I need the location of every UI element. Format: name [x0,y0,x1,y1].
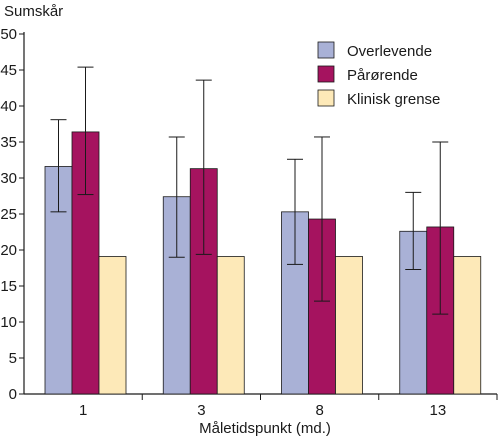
bar [98,256,127,395]
legend-swatch [317,89,335,107]
legend-swatch [317,41,335,59]
x-axis-title: Måletidspunkt (md.) [199,420,331,437]
bar [335,256,363,395]
bar [453,256,482,395]
bars [44,131,482,395]
y-tick-label: 15 [0,278,17,295]
y-tick-label: 25 [0,206,17,223]
y-tick-label: 50 [0,26,17,43]
x-tick-label: 8 [315,402,323,419]
y-tick-label: 10 [0,314,17,331]
legend-label: Klinisk grense [347,91,440,108]
y-tick-label: 35 [0,134,17,151]
y-tick-label: 40 [0,98,17,115]
x-tick-label: 3 [197,402,205,419]
y-tick-label: 20 [0,242,17,259]
y-tick-label: 30 [0,170,17,187]
error-bars [50,66,449,315]
x-tick-label: 1 [79,402,87,419]
legend-label: Pårørende [347,67,418,84]
y-tick-label: 0 [9,386,17,403]
bar [216,256,245,395]
legend-label: Overlevende [347,43,432,60]
x-tick-label: 13 [430,402,447,419]
y-tick-label: 45 [0,62,17,79]
y-tick-label: 5 [9,350,17,367]
legend-swatch [317,65,335,83]
legend: Overlevende Pårørende Klinisk grense [317,41,440,108]
y-axis-title: Sumskår [4,3,63,20]
